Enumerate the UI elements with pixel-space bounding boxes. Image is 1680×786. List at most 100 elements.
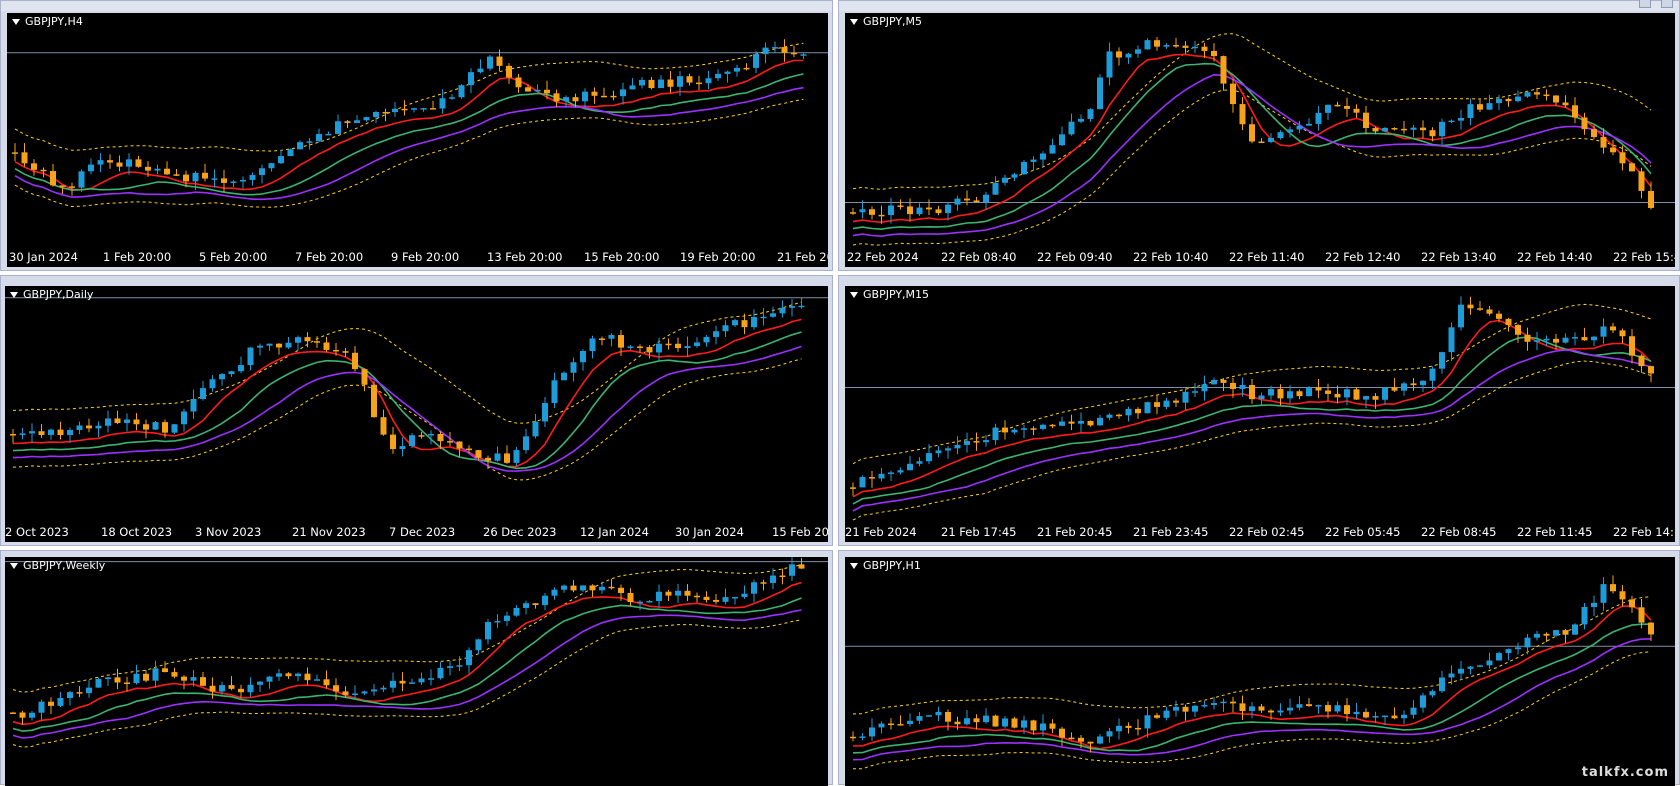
candle-body [1116,51,1122,58]
candle-body [278,156,284,164]
candle-body [1591,336,1597,341]
candle-body [323,679,330,686]
candle-body [1496,653,1502,661]
candle-body [10,712,16,715]
candle-body [126,159,132,167]
candle-body [1638,171,1645,191]
candle-body [878,214,885,217]
time-tick-label: 30 Jan 2024 [675,525,744,539]
chart-window-h1[interactable]: GBPJPY,H1 talkfx.com [838,550,1680,786]
bollinger-lower-band [852,89,1652,246]
candle-body [1496,98,1502,104]
dropdown-triangle-icon[interactable] [850,292,858,298]
candle-body [553,93,560,102]
candle-body [859,477,866,488]
candle-body [1382,387,1388,400]
candle-body [1334,104,1341,107]
chart-plot-daily[interactable]: GBPJPY,Daily [5,286,828,522]
candle-body [751,317,757,328]
candle-body [608,586,615,589]
candle-body [734,67,740,72]
candle-body [1410,383,1417,386]
candle-body [945,711,951,722]
chart-plot-m15[interactable]: GBPJPY,M15 [845,286,1675,522]
time-tick-label: 22 Feb 02:45 [1229,525,1305,539]
chart-plot-weekly[interactable]: GBPJPY,Weekly [5,557,828,786]
candle-body [703,336,710,343]
candle-body [1011,718,1018,728]
bollinger-lower-band [12,358,802,481]
candle-body [1277,710,1284,713]
dropdown-triangle-icon[interactable] [850,563,858,569]
candle-body [1173,45,1179,47]
time-tick-label: 7 Dec 2023 [389,525,456,539]
candle-body [1610,147,1616,153]
candle-body [850,212,856,214]
time-tick-label: 22 Feb 05:45 [1325,525,1401,539]
candle-body [677,76,683,87]
candle-body [907,720,913,725]
candle-body [1296,391,1303,397]
candle-body [10,434,16,436]
chart-window-weekly[interactable]: GBPJPY,Weekly [0,550,833,786]
candle-body [926,715,932,717]
candle-body [494,620,501,623]
candle-body [1581,607,1588,625]
candle-body [1363,112,1369,129]
candle-body [897,205,904,207]
candle-body [1106,731,1113,737]
candle-body [983,715,989,723]
time-tick-label: 22 Feb 15:4 [1613,250,1675,264]
chart-plot-h4[interactable]: GBPJPY,H4 [7,13,828,247]
candle-body [344,121,351,123]
bollinger-upper-band [852,33,1652,190]
candle-body [694,342,700,347]
chart-plot-h1[interactable]: GBPJPY,H1 talkfx.com [845,557,1675,786]
candle-body [152,668,159,681]
window-maximize-button[interactable] [1661,0,1673,8]
candle-body [107,160,113,163]
chart-window-daily[interactable]: GBPJPY,Daily 2 Oct 2023 18 Oct 2023 3 No… [0,275,833,546]
candle-body [779,307,786,314]
candle-body [409,682,415,684]
candle-body [743,67,750,70]
time-tick-label: 21 Nov 2023 [292,525,366,539]
candle-body [1439,677,1445,692]
candle-body [1315,112,1322,124]
candle-body [411,108,417,110]
chart-window-m15[interactable]: GBPJPY,M15 21 Feb 2024 21 Feb 17:45 21 F… [838,275,1680,546]
dropdown-triangle-icon[interactable] [850,19,858,25]
candle-body [1097,77,1103,110]
candle-body [171,424,178,433]
candle-body [1648,190,1654,208]
dropdown-triangle-icon[interactable] [10,563,18,569]
chart-plot-m5[interactable]: GBPJPY,M5 [845,13,1675,247]
window-minimize-button[interactable] [1639,0,1651,8]
candle-body [1116,725,1122,732]
candle-body [266,676,273,682]
candle-body [561,585,567,590]
chart-window-h4[interactable]: GBPJPY,H4 30 Jan 2024 1 Feb 20:00 5 Feb … [0,0,833,271]
candle-body [1268,388,1274,396]
candle-body [67,692,73,698]
chart-window-m5[interactable]: GBPJPY,M5 22 Feb 2024 22 Feb 08:40 22 Fe… [838,0,1680,271]
candle-body [705,78,712,84]
dropdown-triangle-icon[interactable] [12,19,20,25]
candle-body [515,77,522,88]
candle-body [1382,715,1388,718]
candle-body [580,585,586,591]
candle-body [1059,134,1065,146]
candle-body [468,72,474,86]
candle-body [1515,96,1521,102]
candle-body [907,463,913,471]
candle-body [1344,705,1350,715]
candle-body [430,108,436,110]
candle-body [1201,705,1208,707]
candle-body [1458,304,1464,328]
candle-body [859,209,866,213]
dropdown-triangle-icon[interactable] [10,292,18,298]
candle-body [523,603,529,608]
candle-body [1068,737,1075,740]
candle-body [418,435,425,437]
candle-body [1325,104,1331,113]
